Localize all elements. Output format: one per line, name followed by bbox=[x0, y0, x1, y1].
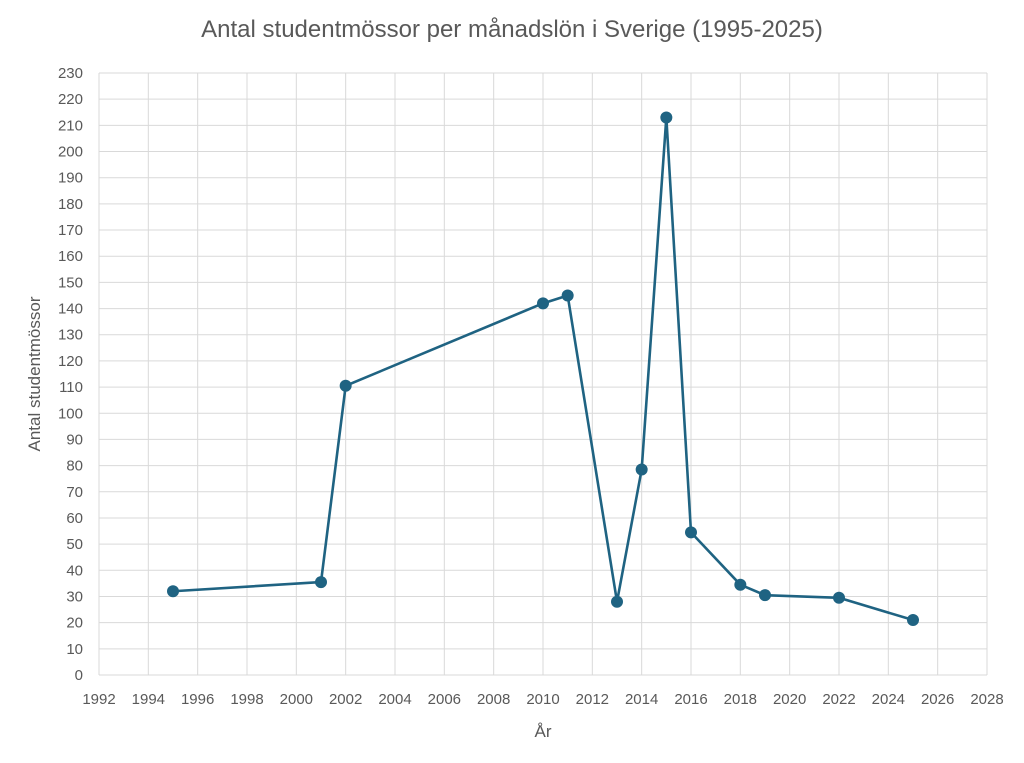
y-tick-label: 70 bbox=[66, 484, 83, 501]
chart-title: Antal studentmössor per månadslön i Sver… bbox=[201, 16, 823, 43]
y-tick-label: 170 bbox=[58, 222, 83, 239]
y-tick-label: 200 bbox=[58, 144, 83, 161]
y-tick-label: 120 bbox=[58, 353, 83, 370]
data-point bbox=[833, 591, 845, 604]
data-point bbox=[315, 576, 327, 589]
y-tick-label: 210 bbox=[58, 117, 83, 134]
data-point bbox=[907, 614, 919, 627]
data-point bbox=[635, 463, 648, 476]
x-axis-tick-labels: 1992 1994 1996 1998 2000 2002 2004 2006 2008 2010… bbox=[82, 691, 1003, 708]
y-tick-label: 30 bbox=[66, 588, 83, 605]
y-tick-label: 160 bbox=[58, 248, 83, 265]
y-tick-label: 130 bbox=[58, 327, 83, 344]
y-tick-label: 50 bbox=[66, 536, 83, 553]
y-tick-label: 150 bbox=[58, 274, 83, 291]
y-tick-label: 220 bbox=[58, 91, 83, 108]
y-tick-label: 0 bbox=[75, 667, 83, 684]
y-tick-label: 40 bbox=[66, 562, 83, 579]
x-tick-label: 2020 bbox=[773, 691, 806, 708]
x-tick-label: 1994 bbox=[132, 691, 165, 708]
x-axis-title: År bbox=[535, 722, 552, 741]
data-point bbox=[759, 589, 771, 602]
x-tick-label: 2018 bbox=[724, 691, 757, 708]
x-tick-label: 1996 bbox=[181, 691, 214, 708]
x-tick-label: 1998 bbox=[230, 691, 263, 708]
x-tick-label: 1992 bbox=[82, 691, 115, 708]
x-tick-label: 2002 bbox=[329, 691, 362, 708]
y-tick-label: 110 bbox=[59, 379, 83, 396]
x-tick-label: 2024 bbox=[872, 691, 905, 708]
x-tick-label: 2014 bbox=[625, 691, 658, 708]
vertical-gridlines bbox=[98, 73, 988, 675]
data-point bbox=[339, 379, 352, 392]
data-point bbox=[734, 578, 747, 591]
x-tick-label: 2004 bbox=[378, 691, 411, 708]
data-point bbox=[561, 289, 574, 302]
x-tick-label: 2010 bbox=[526, 691, 559, 708]
x-tick-label: 2012 bbox=[576, 691, 609, 708]
y-tick-label: 180 bbox=[58, 196, 83, 213]
x-tick-label: 2028 bbox=[970, 691, 1003, 708]
data-point bbox=[660, 111, 673, 124]
y-axis-title: Antal studentmössor bbox=[25, 296, 44, 451]
y-tick-label: 190 bbox=[58, 170, 83, 187]
y-tick-label: 10 bbox=[66, 641, 83, 658]
x-tick-label: 2008 bbox=[477, 691, 510, 708]
data-point bbox=[685, 526, 697, 539]
y-tick-label: 80 bbox=[66, 458, 83, 475]
x-tick-label: 2026 bbox=[921, 691, 954, 708]
data-point bbox=[537, 297, 549, 310]
y-tick-label: 230 bbox=[58, 65, 83, 82]
y-tick-label: 100 bbox=[58, 405, 83, 422]
data-point bbox=[611, 595, 623, 608]
y-axis-tick-labels: 0 10 20 30 40 50 60 70 80 90 100 110 120 130 140 150 160… bbox=[58, 65, 83, 684]
y-tick-label: 90 bbox=[66, 431, 83, 448]
x-tick-label: 2000 bbox=[280, 691, 313, 708]
x-tick-label: 2022 bbox=[822, 691, 855, 708]
y-tick-label: 60 bbox=[66, 510, 83, 527]
data-point bbox=[167, 585, 179, 598]
x-tick-label: 2016 bbox=[674, 691, 707, 708]
y-tick-label: 20 bbox=[66, 615, 83, 632]
x-tick-label: 2006 bbox=[428, 691, 461, 708]
series-layer bbox=[167, 111, 919, 627]
y-tick-label: 140 bbox=[58, 301, 83, 318]
